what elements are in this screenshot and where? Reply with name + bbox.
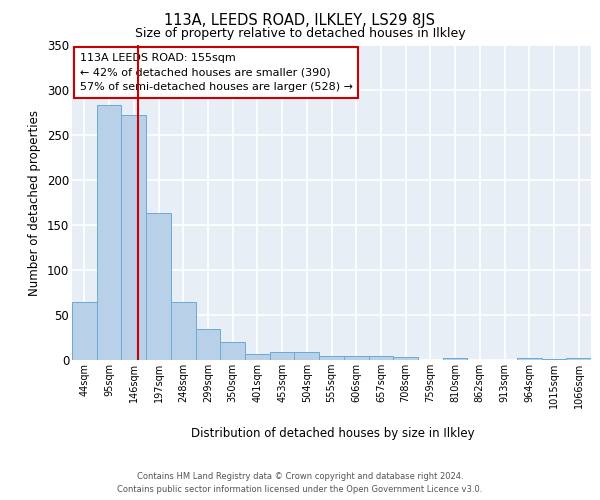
Bar: [319, 356, 344, 360]
Text: Size of property relative to detached houses in Ilkley: Size of property relative to detached ho…: [134, 28, 466, 40]
Bar: [97, 106, 121, 360]
Bar: [542, 359, 566, 360]
Text: Distribution of detached houses by size in Ilkley: Distribution of detached houses by size …: [191, 428, 475, 440]
Text: 113A LEEDS ROAD: 155sqm
← 42% of detached houses are smaller (390)
57% of semi-d: 113A LEEDS ROAD: 155sqm ← 42% of detache…: [80, 53, 353, 92]
Bar: [171, 302, 196, 360]
Bar: [72, 302, 97, 360]
Bar: [368, 356, 393, 360]
Bar: [196, 328, 220, 360]
Bar: [443, 358, 467, 360]
Bar: [295, 352, 319, 360]
Bar: [245, 354, 270, 360]
Bar: [270, 352, 295, 360]
Bar: [566, 358, 591, 360]
Bar: [344, 356, 368, 360]
Text: 113A, LEEDS ROAD, ILKLEY, LS29 8JS: 113A, LEEDS ROAD, ILKLEY, LS29 8JS: [164, 12, 436, 28]
Bar: [146, 214, 171, 360]
Bar: [121, 115, 146, 360]
Bar: [517, 358, 542, 360]
Bar: [220, 342, 245, 360]
Y-axis label: Number of detached properties: Number of detached properties: [28, 110, 41, 296]
Bar: [393, 358, 418, 360]
Text: Contains HM Land Registry data © Crown copyright and database right 2024.
Contai: Contains HM Land Registry data © Crown c…: [118, 472, 482, 494]
